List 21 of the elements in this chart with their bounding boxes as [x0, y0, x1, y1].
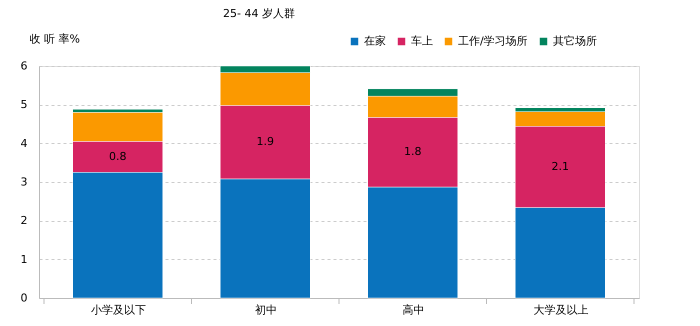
y-tick-label: 4 [20, 136, 28, 150]
y-tick-label: 1 [20, 252, 28, 266]
y-tick-label: 5 [20, 98, 28, 112]
y-tick-label: 0 [20, 292, 28, 304]
chart-title: 25- 44 岁人群 [223, 7, 295, 20]
y-tick-label: 6 [20, 60, 28, 72]
y-axis-title: 收 听 率% [30, 32, 80, 46]
data-label: 2.1 [552, 160, 569, 173]
legend-label: 车上 [411, 34, 433, 48]
x-tick-label: 大学及以上 [533, 304, 588, 316]
x-tick-label: 初中 [254, 304, 277, 316]
data-label: 0.8 [109, 150, 126, 163]
data-label: 1.9 [256, 135, 274, 148]
data-label: 1.8 [404, 145, 422, 158]
legend-label: 工作/学习场所 [458, 34, 528, 48]
x-tick-label: 高中 [402, 304, 424, 316]
legend-label: 其它场所 [553, 34, 597, 48]
y-tick-label: 2 [20, 214, 28, 228]
legend-label: 在家 [364, 34, 386, 48]
y-tick-label: 3 [20, 176, 28, 188]
x-tick-label: 小学及以下 [90, 304, 146, 316]
